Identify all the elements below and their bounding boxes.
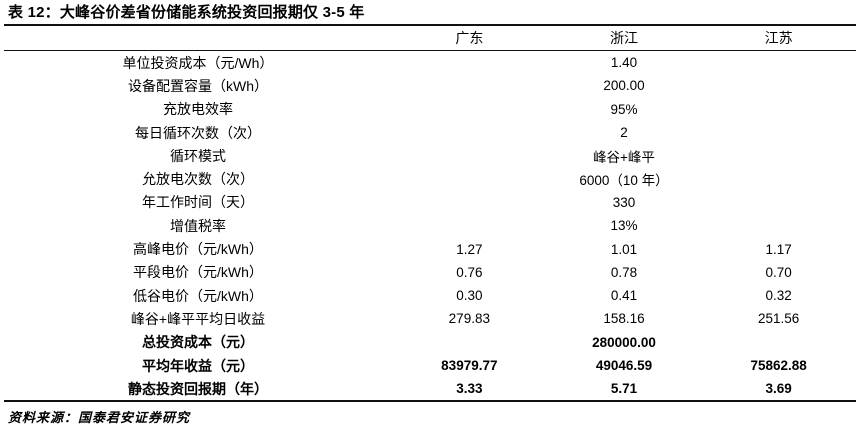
value-cell-guangdong: 0.76 (456, 264, 483, 280)
row-label: 年工作时间（天） (142, 194, 254, 211)
row-label: 单位投资成本（元/Wh） (122, 54, 274, 71)
table-row-annual-working-days: 年工作时间（天） 330 (4, 191, 856, 214)
table-row-vat-rate: 增值税率 13% (4, 214, 856, 237)
merged-value-cell: 13% (610, 218, 638, 234)
merged-value-cell: 330 (612, 194, 636, 210)
value-cell-jiangsu: 0.70 (765, 264, 792, 280)
value-cell-zhejiang: 5.71 (610, 381, 638, 397)
merged-value-cell: 6000（10 年） (579, 173, 669, 189)
value-cell-jiangsu: 1.17 (765, 241, 792, 257)
row-label: 总投资成本（元） (142, 334, 254, 351)
table-title: 表 12：大峰谷价差省份储能系统投资回报期仅 3-5 年 (4, 2, 856, 26)
value-cell-guangdong: 1.27 (456, 241, 483, 257)
value-cell-guangdong: 83979.77 (441, 358, 498, 373)
row-label: 循环模式 (170, 147, 226, 164)
table-row-peak-price: 高峰电价（元/kWh） 1.27 1.01 1.17 (4, 237, 856, 260)
table-row-unit-investment-cost: 单位投资成本（元/Wh） 1.40 (4, 51, 856, 74)
value-cell-jiangsu: 75862.88 (750, 358, 807, 373)
value-cell-zhejiang: 0.41 (610, 288, 638, 304)
value-cell-guangdong: 3.33 (456, 381, 483, 397)
table-row-configured-capacity: 设备配置容量（kWh） 200.00 (4, 74, 856, 97)
merged-value-cell: 峰谷+峰平 (593, 149, 655, 165)
value-cell-guangdong: 279.83 (448, 311, 490, 327)
value-cell-zhejiang: 158.16 (603, 311, 645, 327)
value-cell-guangdong: 0.30 (456, 288, 483, 304)
row-label: 增值税率 (170, 217, 226, 234)
table-row-total-investment-cost: 总投资成本（元） 280000.00 (4, 331, 856, 354)
column-header-jiangsu: 江苏 (764, 30, 793, 46)
merged-value-cell: 95% (610, 101, 638, 117)
column-header-zhejiang: 浙江 (609, 30, 638, 46)
table-row-valley-price: 低谷电价（元/kWh） 0.30 0.41 0.32 (4, 284, 856, 307)
column-header-guangdong: 广东 (455, 30, 484, 46)
row-label: 设备配置容量（kWh） (128, 77, 268, 94)
table-row-allowed-discharge-count: 允放电次数（次） 6000（10 年） (4, 167, 856, 190)
source-note: 资料来源：国泰君安证券研究 (8, 411, 191, 427)
value-cell-jiangsu: 3.69 (765, 381, 792, 397)
table-row-static-payback-period: 静态投资回报期（年） 3.33 5.71 3.69 (4, 377, 856, 400)
table-row-flat-price: 平段电价（元/kWh） 0.76 0.78 0.70 (4, 261, 856, 284)
row-label: 每日循环次数（次） (135, 124, 261, 141)
table-body: 单位投资成本（元/Wh） 1.40 设备配置容量（kWh） 200.00 充放电… (4, 51, 856, 403)
row-label: 峰谷+峰平平均日收益 (130, 310, 266, 327)
row-label: 低谷电价（元/kWh） (133, 287, 263, 304)
table-row-average-annual-revenue: 平均年收益（元） 83979.77 49046.59 75862.88 (4, 354, 856, 377)
table-header-row: 广东 浙江 江苏 (4, 26, 856, 51)
table-row-charge-discharge-efficiency: 充放电效率 95% (4, 98, 856, 121)
value-cell-zhejiang: 1.01 (610, 241, 638, 257)
table-row-daily-cycles: 每日循环次数（次） 2 (4, 121, 856, 144)
merged-value-cell: 200.00 (603, 78, 645, 94)
table-row-cycle-mode: 循环模式 峰谷+峰平 (4, 144, 856, 167)
row-label: 平均年收益（元） (142, 357, 254, 374)
row-label: 平段电价（元/kWh） (133, 264, 263, 281)
value-cell-jiangsu: 251.56 (758, 311, 800, 327)
row-label: 允放电次数（次） (142, 171, 254, 188)
row-label: 高峰电价（元/kWh） (133, 241, 263, 258)
merged-value-cell: 280000.00 (592, 334, 656, 350)
value-cell-zhejiang: 0.78 (610, 264, 638, 280)
row-label: 静态投资回报期（年） (128, 380, 268, 397)
row-label: 充放电效率 (163, 101, 233, 118)
table-row-average-daily-revenue: 峰谷+峰平平均日收益 279.83 158.16 251.56 (4, 307, 856, 330)
value-cell-zhejiang: 49046.59 (595, 358, 653, 373)
value-cell-jiangsu: 0.32 (765, 288, 792, 304)
merged-value-cell: 1.40 (610, 55, 638, 71)
merged-value-cell: 2 (620, 125, 628, 141)
